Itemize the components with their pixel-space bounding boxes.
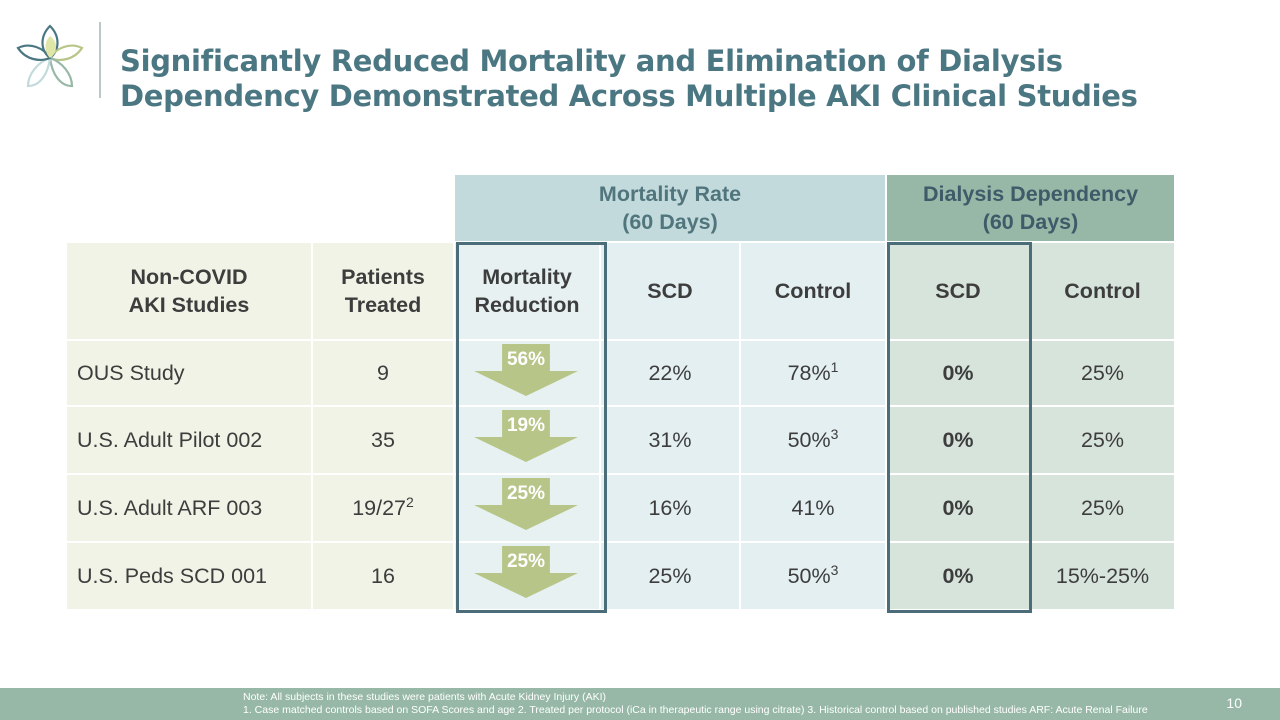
- cell-mort-control: 50%3: [741, 543, 887, 611]
- dialysis-group-line2: (60 Days): [982, 210, 1079, 234]
- footnote: Note: All subjects in these studies were…: [243, 691, 1148, 717]
- cell-patients: 9: [313, 341, 455, 407]
- dialysis-dependency-group-header: Dialysis Dependency (60 Days): [887, 175, 1176, 243]
- mort-control-value: 78%: [787, 360, 831, 385]
- cell-dial-control: 25%: [1031, 341, 1176, 407]
- cell-patients: 19/272: [313, 475, 455, 543]
- col-header-dial-scd: SCD: [887, 243, 1031, 341]
- reduction-value: 56%: [506, 349, 546, 370]
- cell-study: U.S. Adult ARF 003: [67, 475, 313, 543]
- mortality-group-line2: (60 Days): [622, 210, 718, 234]
- col-reduction-line1: Mortality: [482, 265, 572, 289]
- cell-reduction: 25%: [455, 475, 601, 543]
- col-header-mort-scd: SCD: [601, 243, 741, 341]
- footnote-ref: 1: [830, 358, 839, 375]
- cell-study: U.S. Adult Pilot 002: [67, 407, 313, 475]
- slide-title-line2: Dependency Demonstrated Across Multiple …: [120, 79, 1138, 113]
- title-divider: [99, 22, 101, 98]
- col-study-line2: AKI Studies: [128, 293, 250, 317]
- footnote-line1: Note: All subjects in these studies were…: [243, 691, 607, 703]
- reduction-value: 25%: [506, 483, 546, 504]
- reduction-value: 19%: [506, 415, 546, 436]
- slide-title: Significantly Reduced Mortality and Elim…: [120, 44, 1138, 114]
- mort-control-value: 50%: [787, 427, 831, 452]
- table-row: OUS Study 9 56% 22% 78%1 0% 25%: [67, 341, 1176, 407]
- footnote-ref: 3: [830, 561, 839, 578]
- mortality-group-line1: Mortality Rate: [598, 182, 742, 206]
- slide-title-line1: Significantly Reduced Mortality and Elim…: [120, 44, 1063, 78]
- cell-dial-control: 25%: [1031, 475, 1176, 543]
- col-patients-line1: Patients: [341, 265, 425, 289]
- cell-patients: 16: [313, 543, 455, 611]
- footnote-ref: 2: [406, 493, 414, 510]
- col-header-dial-control: Control: [1031, 243, 1176, 341]
- cell-study: U.S. Peds SCD 001: [67, 543, 313, 611]
- down-arrow-icon: 19%: [474, 410, 578, 462]
- col-header-patients: Patients Treated: [313, 243, 455, 341]
- reduction-value: 25%: [506, 551, 546, 572]
- cell-reduction: 56%: [455, 341, 601, 407]
- cell-mort-control: 41%: [741, 475, 887, 543]
- footnote-line2: 1. Case matched controls based on SOFA S…: [243, 704, 1148, 716]
- dialysis-group-line1: Dialysis Dependency: [922, 182, 1139, 206]
- cell-dial-scd: 0%: [887, 407, 1031, 475]
- company-logo: [16, 24, 84, 88]
- cell-mort-scd: 22%: [601, 341, 741, 407]
- page-number: 10: [1226, 695, 1242, 711]
- mort-control-value: 50%: [787, 563, 831, 588]
- cell-mort-scd: 31%: [601, 407, 741, 475]
- down-arrow-icon: 25%: [474, 546, 578, 598]
- cell-reduction: 19%: [455, 407, 601, 475]
- cell-study: OUS Study: [67, 341, 313, 407]
- col-reduction-line2: Reduction: [474, 293, 580, 317]
- col-header-study: Non-COVID AKI Studies: [67, 243, 313, 341]
- down-arrow-icon: 25%: [474, 478, 578, 530]
- cell-dial-scd: 0%: [887, 341, 1031, 407]
- cell-dial-control: 25%: [1031, 407, 1176, 475]
- cell-patients: 35: [313, 407, 455, 475]
- cell-mort-scd: 25%: [601, 543, 741, 611]
- mortality-rate-group-header: Mortality Rate (60 Days): [455, 175, 887, 243]
- patients-value: 19/27: [352, 495, 406, 520]
- col-header-mort-control: Control: [741, 243, 887, 341]
- footer-bar: Note: All subjects in these studies were…: [0, 688, 1280, 720]
- cell-dial-scd: 0%: [887, 475, 1031, 543]
- table-row: U.S. Adult Pilot 002 35 19% 31% 50%3 0% …: [67, 407, 1176, 475]
- cell-mort-control: 78%1: [741, 341, 887, 407]
- studies-table: Mortality Rate (60 Days) Dialysis Depend…: [67, 175, 1176, 611]
- empty-corner: [67, 175, 455, 243]
- cell-reduction: 25%: [455, 543, 601, 611]
- cell-dial-scd: 0%: [887, 543, 1031, 611]
- group-header-row: Mortality Rate (60 Days) Dialysis Depend…: [67, 175, 1176, 243]
- cell-dial-control: 15%-25%: [1031, 543, 1176, 611]
- col-header-reduction: Mortality Reduction: [455, 243, 601, 341]
- cell-mort-scd: 16%: [601, 475, 741, 543]
- down-arrow-icon: 56%: [474, 344, 578, 396]
- column-header-row: Non-COVID AKI Studies Patients Treated M…: [67, 243, 1176, 341]
- table-row: U.S. Adult ARF 003 19/272 25% 16% 41% 0%…: [67, 475, 1176, 543]
- cell-mort-control: 50%3: [741, 407, 887, 475]
- footnote-ref: 3: [830, 425, 839, 442]
- table-row: U.S. Peds SCD 001 16 25% 25% 50%3 0% 15%…: [67, 543, 1176, 611]
- col-study-line1: Non-COVID: [130, 265, 248, 289]
- col-patients-line2: Treated: [344, 293, 422, 317]
